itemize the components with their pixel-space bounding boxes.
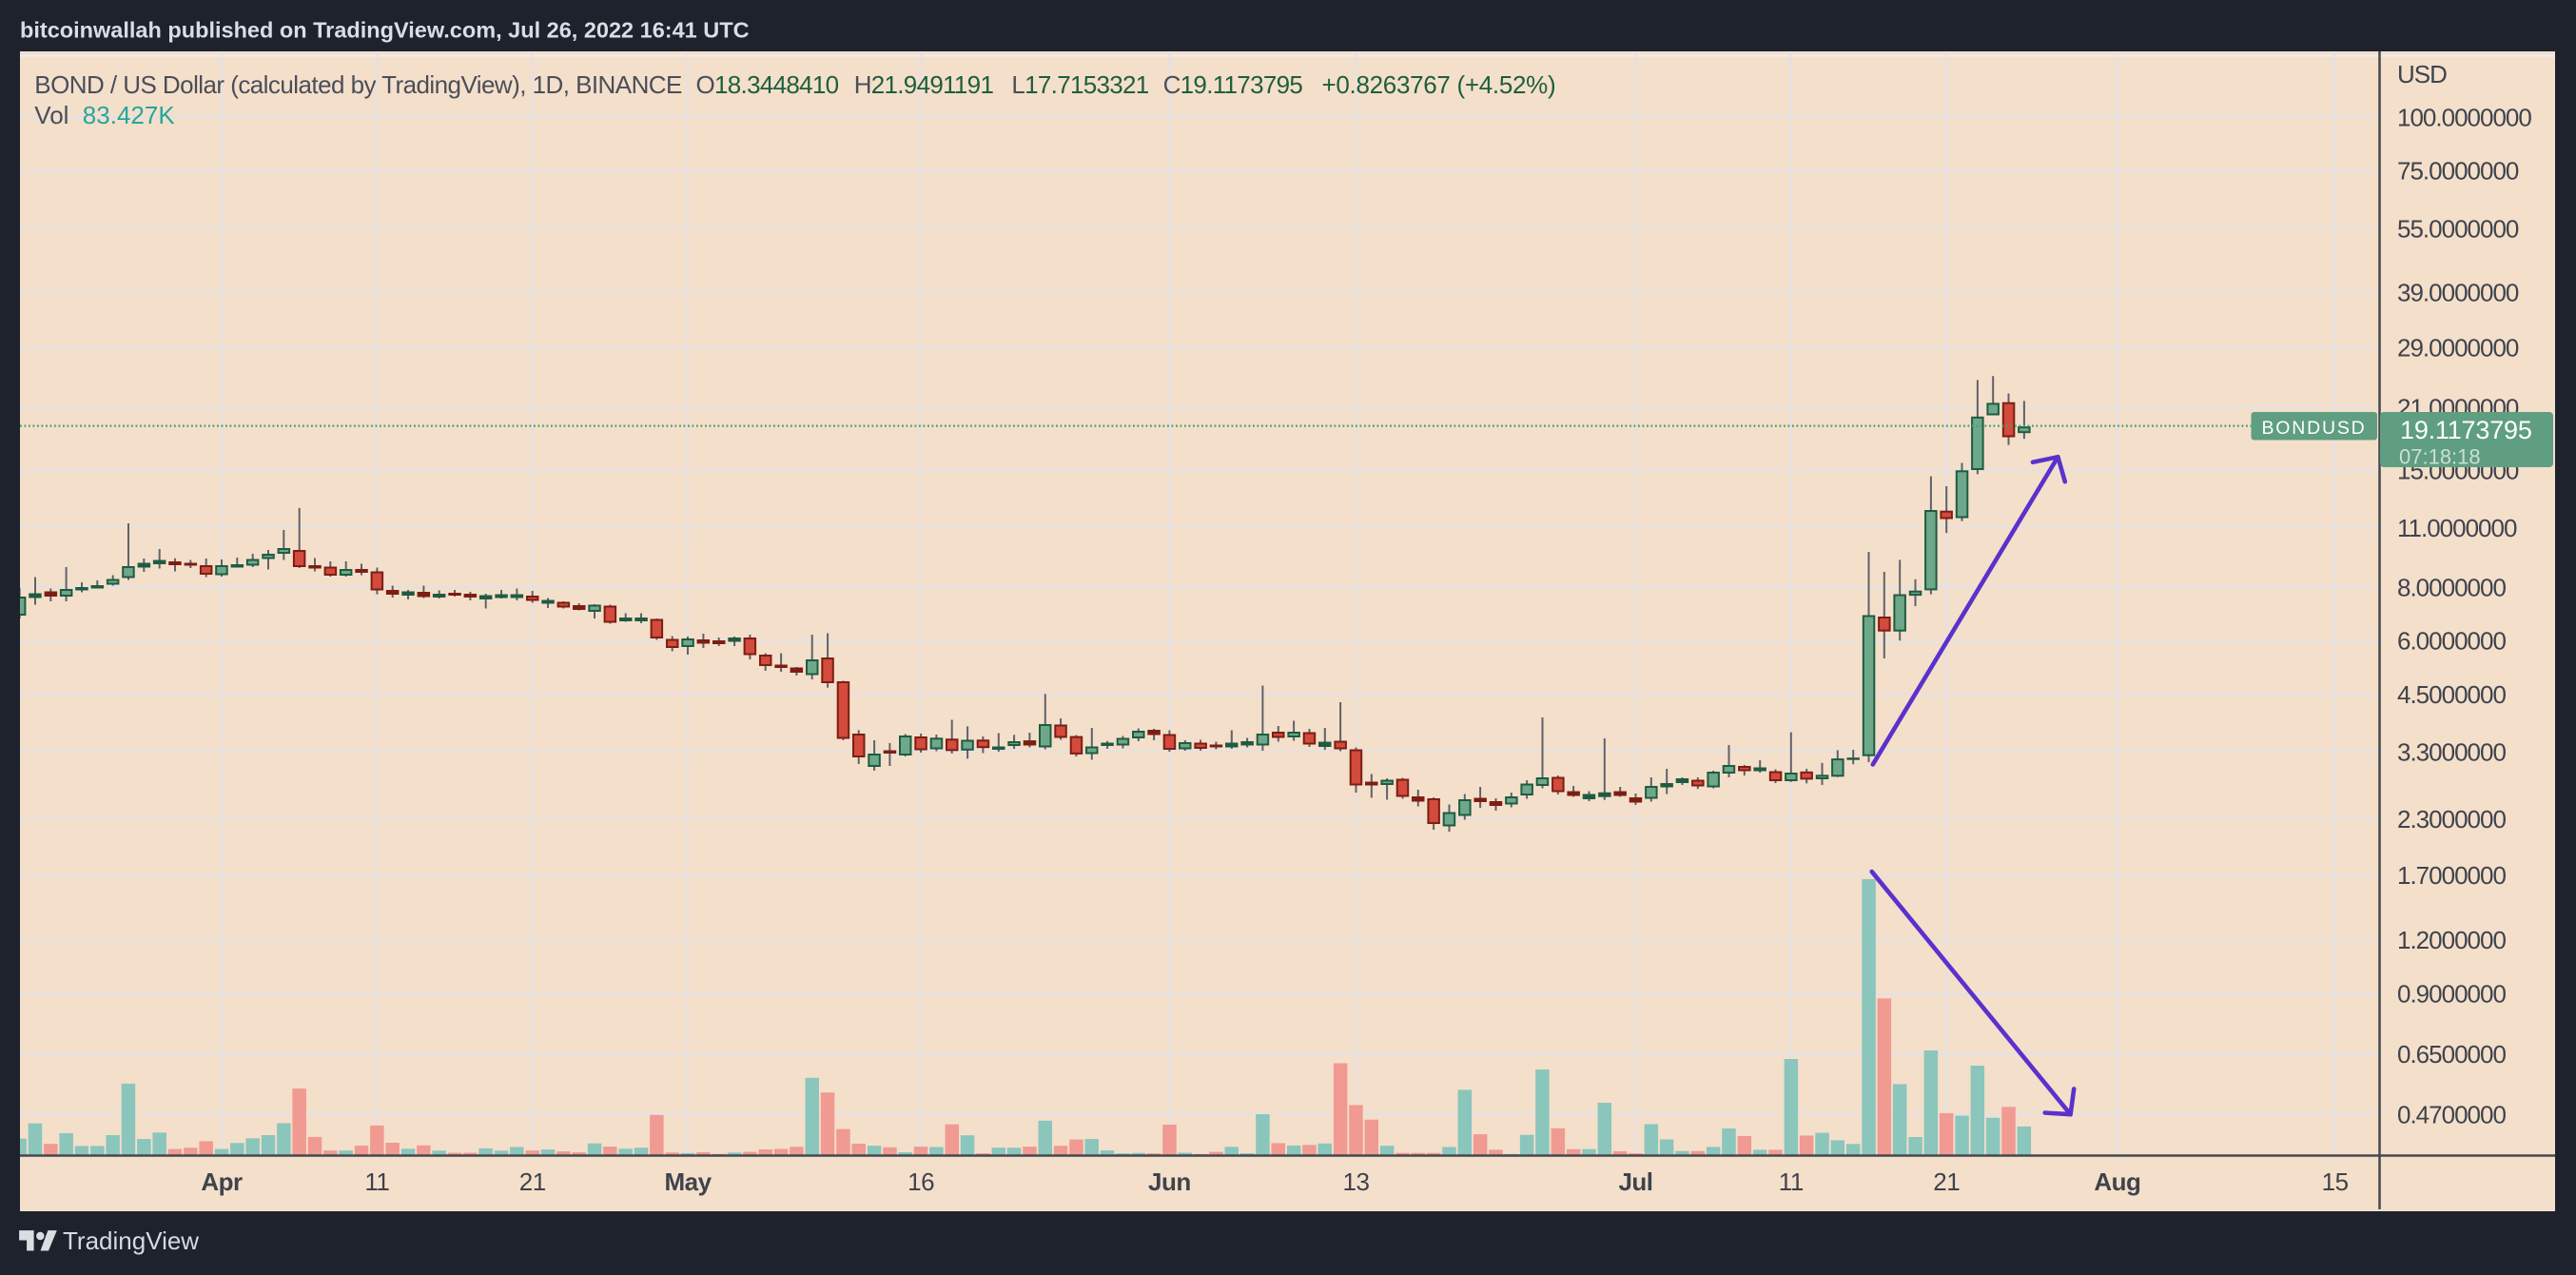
svg-text:0.4700000: 0.4700000 (2397, 1100, 2506, 1128)
svg-text:6.0000000: 6.0000000 (2397, 627, 2506, 656)
svg-text:USD: USD (2397, 60, 2447, 88)
svg-text:29.0000000: 29.0000000 (2397, 334, 2519, 363)
svg-text:3.3000000: 3.3000000 (2397, 737, 2506, 766)
svg-text:39.0000000: 39.0000000 (2397, 279, 2519, 307)
svg-text:100.0000000: 100.0000000 (2397, 104, 2531, 132)
svg-text:Vol: Vol (34, 101, 68, 129)
svg-text:19.1173795: 19.1173795 (2400, 416, 2532, 444)
svg-text:May: May (664, 1167, 712, 1196)
svg-text:H21.9491191: H21.9491191 (854, 70, 994, 99)
svg-text:1.2000000: 1.2000000 (2397, 926, 2506, 954)
svg-text:4.5000000: 4.5000000 (2397, 680, 2506, 709)
svg-text:55.0000000: 55.0000000 (2397, 214, 2519, 243)
svg-text:Aug: Aug (2094, 1167, 2140, 1196)
svg-text:Jul: Jul (1618, 1167, 1652, 1196)
svg-text:+0.8263767 (+4.52%): +0.8263767 (+4.52%) (1322, 70, 1556, 99)
svg-text:8.0000000: 8.0000000 (2397, 573, 2506, 601)
svg-text:07:18:18: 07:18:18 (2399, 445, 2481, 469)
svg-text:11: 11 (1779, 1167, 1804, 1196)
svg-text:Apr: Apr (201, 1167, 243, 1196)
svg-text:L17.7153321: L17.7153321 (1011, 70, 1148, 99)
svg-text:O18.3448410: O18.3448410 (696, 70, 839, 99)
svg-text:1.7000000: 1.7000000 (2397, 861, 2506, 890)
svg-text:75.0000000: 75.0000000 (2397, 157, 2519, 186)
svg-text:2.3000000: 2.3000000 (2397, 805, 2506, 834)
svg-text:16: 16 (907, 1167, 934, 1196)
svg-text:TradingView: TradingView (63, 1226, 199, 1255)
svg-text:21: 21 (519, 1167, 546, 1196)
svg-text:Jun: Jun (1148, 1167, 1191, 1196)
svg-text:BOND / US Dollar (calculated b: BOND / US Dollar (calculated by TradingV… (34, 70, 682, 99)
svg-text:21: 21 (1933, 1167, 1960, 1196)
svg-text:83.427K: 83.427K (83, 101, 176, 129)
svg-text:13: 13 (1343, 1167, 1370, 1196)
svg-text:11: 11 (364, 1167, 389, 1196)
svg-text:0.6500000: 0.6500000 (2397, 1040, 2506, 1069)
svg-text:C19.1173795: C19.1173795 (1163, 70, 1303, 99)
svg-text:15: 15 (2322, 1167, 2349, 1196)
svg-text:0.9000000: 0.9000000 (2397, 979, 2506, 1008)
svg-text:BONDUSD: BONDUSD (2261, 418, 2366, 439)
svg-text:bitcoinwallah published on Tra: bitcoinwallah published on TradingView.c… (20, 18, 750, 43)
svg-text:11.0000000: 11.0000000 (2397, 514, 2517, 542)
